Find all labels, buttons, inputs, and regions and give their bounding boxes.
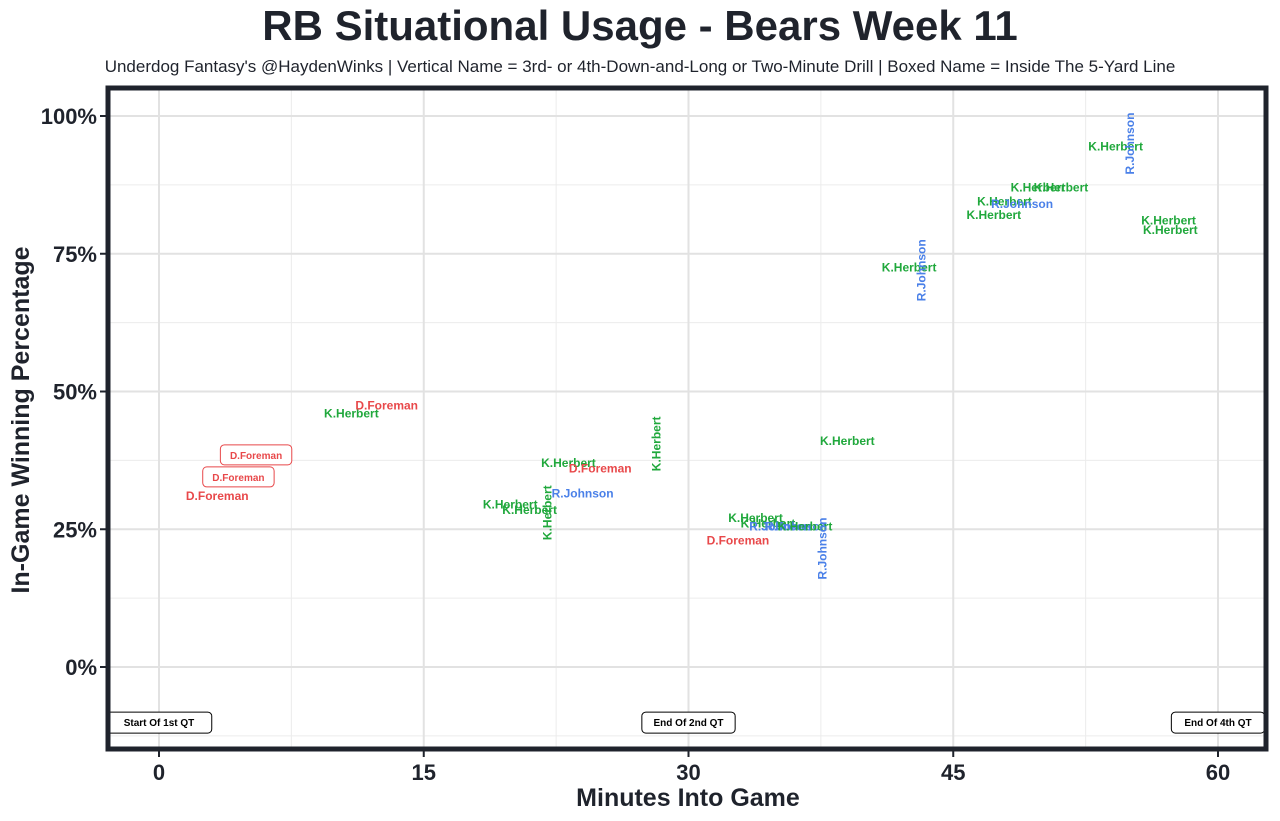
point-label: K.Herbert bbox=[820, 434, 875, 448]
point-label: K.Herbert bbox=[502, 503, 557, 517]
point-label-vertical: R.Johnson bbox=[914, 239, 928, 301]
data-points: D.ForemanD.ForemanD.ForemanK.HerbertD.Fo… bbox=[186, 113, 1198, 580]
point-label: K.Herbert bbox=[324, 407, 379, 421]
point-label-box bbox=[202, 466, 275, 488]
x-tick-label: 30 bbox=[676, 760, 700, 785]
y-tick-label: 0% bbox=[65, 655, 97, 680]
point-label: D.Foreman bbox=[569, 462, 632, 476]
point-label-box bbox=[219, 444, 293, 466]
x-axis-title: Minutes Into Game bbox=[576, 784, 800, 812]
point-label: D.Foreman bbox=[355, 398, 418, 412]
quarter-marker-label: Start Of 1st QT bbox=[124, 718, 195, 729]
plot-panel-border bbox=[105, 85, 1269, 752]
x-tick-label: 45 bbox=[941, 760, 965, 785]
point-label-vertical: R.Johnson bbox=[1123, 113, 1137, 175]
chart-subtitle: Underdog Fantasy's @HaydenWinks | Vertic… bbox=[104, 57, 1176, 76]
point-label-vertical: K.Herbert bbox=[650, 417, 664, 472]
point-label: K.Herbert bbox=[541, 456, 596, 470]
point-label-vertical: R.Johnson bbox=[816, 518, 830, 580]
point-label: K.Herbert bbox=[483, 497, 538, 511]
x-tick-label: 0 bbox=[153, 760, 165, 785]
point-label: R.Johnson bbox=[991, 197, 1053, 211]
grid bbox=[110, 90, 1264, 747]
axes: 0 15 30 45 60 0% 25% 50% 75% 100% bbox=[41, 104, 1231, 785]
point-label: K.Herbert bbox=[1011, 181, 1066, 195]
point-label: K.Herbert bbox=[1143, 223, 1198, 237]
point-label-vertical: K.Herbert bbox=[540, 485, 554, 540]
x-tick-label: 15 bbox=[412, 760, 436, 785]
quarter-marker-label: End Of 2nd QT bbox=[654, 718, 724, 729]
quarter-marker-box bbox=[641, 711, 736, 734]
point-label: D.Foreman bbox=[186, 489, 249, 503]
point-label: R.Johnson bbox=[765, 519, 827, 533]
point-label: K.Herbert bbox=[741, 517, 796, 531]
y-axis-title: In-Game Winning Percentage bbox=[7, 246, 35, 593]
point-label: K.Herbert bbox=[977, 194, 1032, 208]
point-label: D.Foreman bbox=[707, 533, 770, 547]
point-label: K.Herbert bbox=[1141, 214, 1196, 228]
y-tick-label: 25% bbox=[53, 517, 97, 542]
x-tick-label: 60 bbox=[1206, 760, 1230, 785]
chart-title: RB Situational Usage - Bears Week 11 bbox=[262, 2, 1018, 49]
y-tick-label: 100% bbox=[41, 104, 97, 129]
quarter-marker-label: End Of 4th QT bbox=[1184, 718, 1251, 729]
point-label: K.Herbert bbox=[1088, 139, 1143, 153]
quarter-markers: Start Of 1st QT End Of 2nd QT End Of 4th Q… bbox=[105, 711, 1266, 734]
point-label: K.Herbert bbox=[728, 511, 783, 525]
point-label: R.Johnson bbox=[552, 486, 614, 500]
point-label: R.Johnson bbox=[749, 519, 811, 533]
point-label: K.Herbert bbox=[882, 261, 937, 275]
point-label: K.Herbert bbox=[778, 519, 833, 533]
y-tick-label: 75% bbox=[53, 242, 97, 267]
point-label: K.Herbert bbox=[1034, 181, 1089, 195]
point-label-boxed: D.Foreman bbox=[212, 473, 264, 484]
point-label: K.Herbert bbox=[967, 208, 1022, 222]
point-label-boxed: D.Foreman bbox=[230, 451, 282, 462]
y-tick-label: 50% bbox=[53, 380, 97, 405]
